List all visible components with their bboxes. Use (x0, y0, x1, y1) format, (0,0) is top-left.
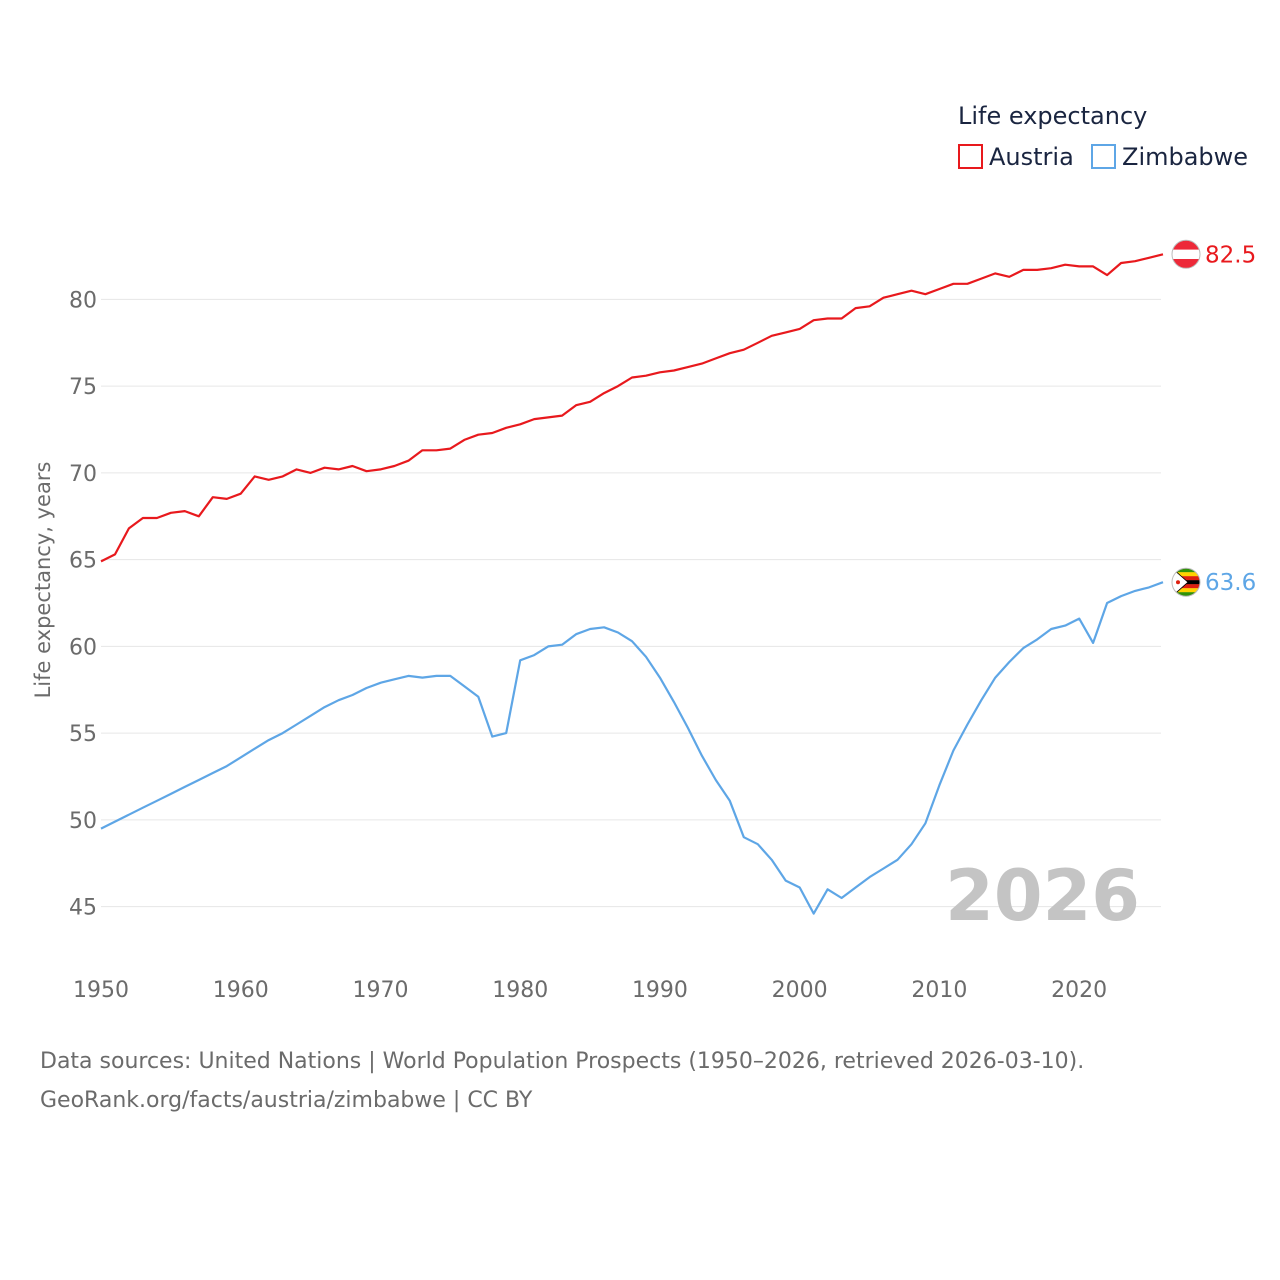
end-value-label-austria: 82.5 (1205, 242, 1256, 268)
end-value-label-zimbabwe: 63.6 (1205, 570, 1256, 596)
y-tick-label-60: 60 (69, 635, 97, 660)
x-axis-ticks: 1950 1960 1970 1980 1990 2000 2010 2020 (73, 978, 1107, 1003)
legend-swatch-austria (958, 144, 983, 169)
y-tick-label-70: 70 (69, 462, 97, 487)
x-tick-label-2020: 2020 (1051, 978, 1107, 1003)
legend-item-austria[interactable]: Austria (958, 143, 1074, 171)
x-tick-label-2010: 2010 (911, 978, 967, 1003)
y-tick-label-80: 80 (69, 288, 97, 313)
source-footer: Data sources: United Nations | World Pop… (40, 1042, 1250, 1120)
series-line-zimbabwe[interactable] (100, 581, 1164, 915)
end-markers: 82.5 63.6 (1171, 239, 1256, 597)
source-line-2[interactable]: GeoRank.org/facts/austria/zimbabwe | CC … (40, 1088, 533, 1113)
y-tick-label-45: 45 (69, 896, 97, 921)
legend-title: Life expectancy (958, 102, 1147, 130)
flag-icon-zimbabwe (1171, 567, 1201, 597)
y-tick-label-65: 65 (69, 549, 97, 574)
legend-swatch-zimbabwe (1091, 144, 1116, 169)
y-tick-label-75: 75 (69, 375, 97, 400)
source-line-1: Data sources: United Nations | World Pop… (40, 1049, 1085, 1074)
x-tick-label-1950: 1950 (73, 978, 129, 1003)
y-axis-label: Life expectancy, years (31, 462, 55, 699)
legend-item-zimbabwe[interactable]: Zimbabwe (1091, 143, 1248, 171)
x-tick-label-2000: 2000 (772, 978, 828, 1003)
series-lines (100, 253, 1164, 915)
y-tick-label-50: 50 (69, 809, 97, 834)
legend-label-zimbabwe: Zimbabwe (1122, 143, 1248, 171)
x-tick-label-1990: 1990 (632, 978, 688, 1003)
series-line-austria[interactable] (100, 253, 1164, 563)
x-tick-label-1960: 1960 (213, 978, 269, 1003)
flag-icon-austria (1171, 239, 1201, 269)
y-tick-label-55: 55 (69, 722, 97, 747)
x-tick-label-1970: 1970 (352, 978, 408, 1003)
legend: Life expectancy Austria Zimbabwe (958, 102, 1248, 171)
x-tick-label-1980: 1980 (492, 978, 548, 1003)
y-axis-ticks: 45 50 55 60 65 70 75 80 (69, 288, 97, 920)
year-watermark: 2026 (945, 855, 1140, 937)
legend-label-austria: Austria (989, 143, 1074, 171)
gridlines (101, 298, 1161, 908)
